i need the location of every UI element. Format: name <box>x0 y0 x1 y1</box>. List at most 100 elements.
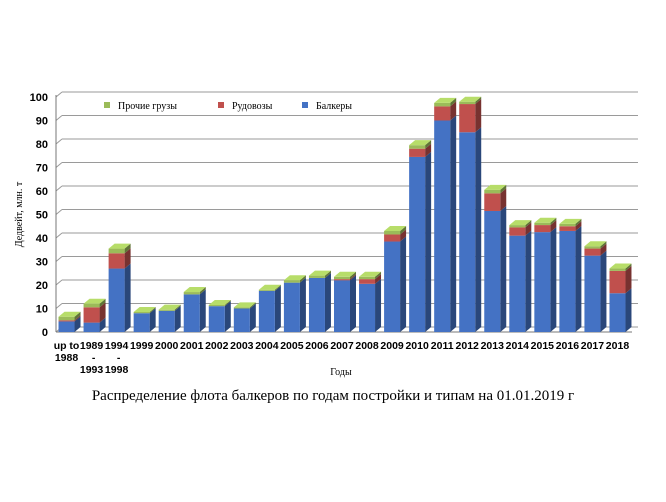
x-tick-line: 2013 <box>481 340 505 352</box>
bar-top <box>133 307 156 313</box>
bar-segment-bulk <box>83 322 100 332</box>
bar-top <box>609 263 632 269</box>
x-tick-line: 1988 <box>55 352 79 364</box>
bar-side <box>249 303 256 332</box>
bar-top <box>559 218 582 224</box>
x-tick-line: 2001 <box>180 340 204 352</box>
bar-segment-other <box>233 307 250 309</box>
x-tick-label: 2007 <box>330 340 354 352</box>
bar-side <box>625 265 632 294</box>
bar-side <box>174 305 181 332</box>
bar-side <box>425 140 432 149</box>
bar-side <box>600 250 607 332</box>
y-tick-label: 70 <box>36 163 48 175</box>
bar-side <box>400 225 407 235</box>
bar-side <box>450 101 457 121</box>
bar-segment-bulk <box>509 235 526 332</box>
bar-segment-other <box>359 276 376 280</box>
bar-segment-ore <box>609 270 626 294</box>
x-tick-label: 2008 <box>355 340 379 352</box>
bar-segment-other <box>484 189 501 194</box>
x-tick-line: - <box>117 352 121 364</box>
x-tick-line: 2015 <box>531 340 555 352</box>
x-tick-label: 1999 <box>130 340 154 352</box>
bar-side <box>400 236 407 332</box>
x-tick-line: up to <box>54 340 80 352</box>
x-tick-label: up to 1988 <box>54 340 80 364</box>
bar-side <box>525 222 532 236</box>
bar-side <box>74 315 81 322</box>
bar-side <box>199 287 206 295</box>
x-tick-line: 2005 <box>280 340 304 352</box>
bar-segment-bulk <box>108 268 125 332</box>
bar-side <box>149 307 156 314</box>
bar-top <box>409 140 432 146</box>
bar-segment-ore <box>484 193 501 211</box>
bar-segment-ore <box>108 253 125 269</box>
bar-segment-bulk <box>459 132 476 332</box>
bar-segment-bulk <box>258 290 275 332</box>
bar-side <box>450 97 457 107</box>
bar-side <box>124 263 131 332</box>
bar-top <box>384 225 407 231</box>
bar-side <box>324 270 331 278</box>
bar-segment-ore <box>534 225 551 233</box>
bar-segment-other <box>108 248 125 254</box>
gridline-depth <box>55 185 63 192</box>
bar-segment-ore <box>434 106 451 121</box>
bar-side <box>174 304 181 311</box>
bar-segment-other <box>584 246 601 249</box>
bar-side <box>550 217 557 226</box>
gridline-depth <box>55 303 63 309</box>
bar-segment-other <box>308 275 325 278</box>
bar-side <box>99 298 106 308</box>
bar-segment-ore <box>509 227 526 236</box>
y-axis-title: Дедвейт, млн. т <box>14 181 25 247</box>
x-tick-line: 1998 <box>105 364 129 376</box>
bar-segment-ore <box>83 307 100 323</box>
gridline-depth <box>55 232 63 239</box>
bar-side <box>274 284 281 291</box>
bar-segment-bulk <box>133 313 150 332</box>
x-tick-label: 2017 <box>581 340 605 352</box>
x-tick-label: 2009 <box>380 340 404 352</box>
legend: Прочие грузы Рудовозы Балкеры <box>104 101 352 112</box>
bar-top <box>509 220 532 226</box>
bar-side <box>224 301 231 332</box>
x-tick-label: 2001 <box>180 340 204 352</box>
bar-segment-ore <box>384 234 401 242</box>
x-tick-line: 2009 <box>380 340 404 352</box>
bar-top <box>283 275 306 281</box>
bar-side <box>425 151 432 332</box>
bar-segment-bulk <box>308 277 325 332</box>
bar-side <box>550 220 557 233</box>
x-tick-label: 2015 <box>531 340 555 352</box>
bar-side <box>475 127 482 332</box>
y-tick-label: 40 <box>36 233 48 245</box>
bar-segment-ore <box>58 320 75 322</box>
bar-segment-ore <box>409 148 426 157</box>
bar-side <box>299 275 306 283</box>
bar-side <box>299 277 306 332</box>
bar-top <box>258 284 281 290</box>
bar-segment-bulk <box>283 282 300 332</box>
x-tick-label: 2000 <box>155 340 179 352</box>
bar-side <box>525 230 532 332</box>
bar-side <box>375 278 382 332</box>
x-tick-line: 2002 <box>205 340 229 352</box>
x-axis-title: Годы <box>330 367 352 378</box>
bar-top <box>58 311 81 317</box>
gridline-depth <box>55 209 63 215</box>
bar-segment-bulk <box>409 156 426 332</box>
bar-side <box>525 220 532 228</box>
bar-side <box>74 316 81 332</box>
bar-top <box>534 217 557 223</box>
bar-segment-bulk <box>208 306 225 332</box>
x-tick-line: 2012 <box>456 340 480 352</box>
bar-side <box>350 271 356 280</box>
bar-segment-ore <box>559 226 576 231</box>
bar-segment-ore <box>359 279 376 284</box>
y-tick-label: 100 <box>30 92 48 104</box>
y-tick-label: 60 <box>36 186 48 198</box>
x-tick-line: 1989 <box>80 340 104 352</box>
